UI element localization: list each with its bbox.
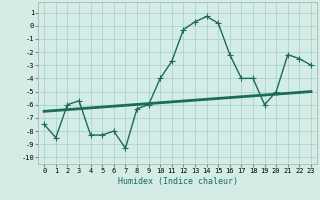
X-axis label: Humidex (Indice chaleur): Humidex (Indice chaleur) — [118, 177, 238, 186]
